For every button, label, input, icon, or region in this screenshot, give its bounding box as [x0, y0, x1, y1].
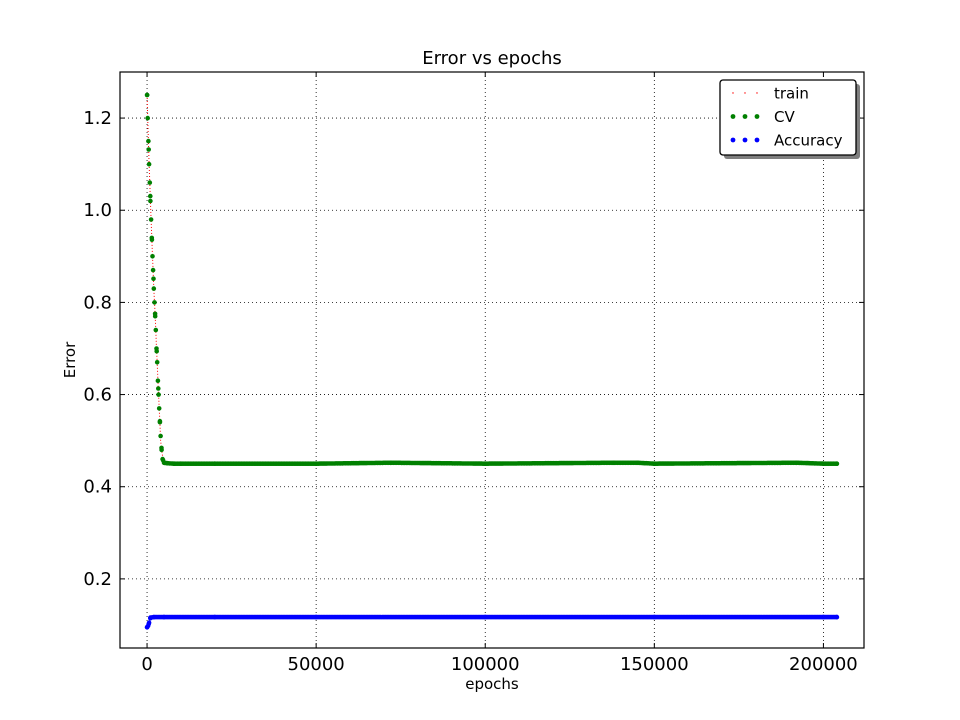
- cv-point: [159, 445, 164, 451]
- accuracy-series: [144, 614, 840, 630]
- x-tick-label: 100000: [451, 654, 520, 675]
- series-layer: [144, 92, 840, 630]
- cv-point: [151, 286, 157, 291]
- cv-point: [154, 348, 159, 354]
- legend-train-label: train: [774, 85, 809, 103]
- cv-point: [150, 267, 156, 273]
- cv-point: [149, 237, 155, 242]
- cv-point: [146, 161, 152, 167]
- y-tick-label: 0.8: [83, 292, 112, 313]
- x-axis-label: epochs: [465, 675, 519, 693]
- cv-point: [144, 92, 150, 98]
- cv-point: [156, 392, 161, 397]
- cv-point: [152, 300, 157, 305]
- x-tick-label: 200000: [789, 654, 858, 675]
- cv-point: [156, 386, 161, 391]
- cv-point: [156, 406, 162, 411]
- legend-accuracy-marker: [754, 137, 760, 143]
- cv-point: [157, 418, 163, 424]
- cv-point: [145, 115, 150, 121]
- legend-accuracy-label: Accuracy: [774, 132, 843, 150]
- y-tick-label: 0.4: [83, 477, 112, 498]
- legend-train-marker: [756, 92, 758, 94]
- cv-point: [152, 311, 158, 317]
- legend-accuracy-marker: [730, 137, 736, 143]
- y-tick-label: 0.2: [83, 569, 112, 590]
- cv-point: [146, 147, 151, 152]
- cv-point: [146, 138, 151, 144]
- cv-point: [158, 433, 163, 439]
- grid: [120, 72, 864, 648]
- x-tick-label: 150000: [620, 654, 689, 675]
- accuracy-point: [834, 614, 839, 620]
- cv-point: [155, 378, 161, 384]
- legend-accuracy-marker: [742, 137, 748, 143]
- cv-point: [147, 180, 153, 185]
- legend-cv-label: CV: [774, 108, 795, 126]
- cv-point: [148, 193, 153, 199]
- cv-point: [148, 198, 153, 204]
- y-axis-label: Error: [61, 341, 79, 378]
- y-tick-label: 1.2: [83, 108, 112, 129]
- ticks: 0 50000 100000 150000 200000 0.2 0.4 0.6 0.8 1.0 1…: [83, 72, 864, 675]
- cv-point: [151, 276, 156, 282]
- x-tick-label: 0: [141, 654, 152, 675]
- legend-cv-marker: [754, 114, 760, 119]
- cv-point: [154, 360, 160, 365]
- legend: train CV Accuracy: [719, 79, 860, 159]
- cv-point: [148, 217, 154, 222]
- legend-box: [719, 79, 857, 156]
- plot-frame: [119, 71, 865, 649]
- legend-train-marker: [732, 92, 734, 94]
- legend-cv-marker: [742, 114, 748, 119]
- plot-area: [120, 72, 864, 648]
- y-tick-label: 1.0: [83, 200, 112, 221]
- cv-point: [153, 327, 159, 333]
- y-tick-label: 0.6: [83, 385, 112, 406]
- legend-cv-marker: [730, 114, 736, 119]
- x-tick-label: 50000: [288, 654, 345, 675]
- cv-point: [150, 253, 155, 259]
- cv-point: [834, 461, 839, 467]
- accuracy-point: [146, 621, 151, 627]
- legend-train-marker: [744, 92, 746, 94]
- chart-title: Error vs epochs: [422, 48, 562, 69]
- cv-series: [144, 92, 840, 467]
